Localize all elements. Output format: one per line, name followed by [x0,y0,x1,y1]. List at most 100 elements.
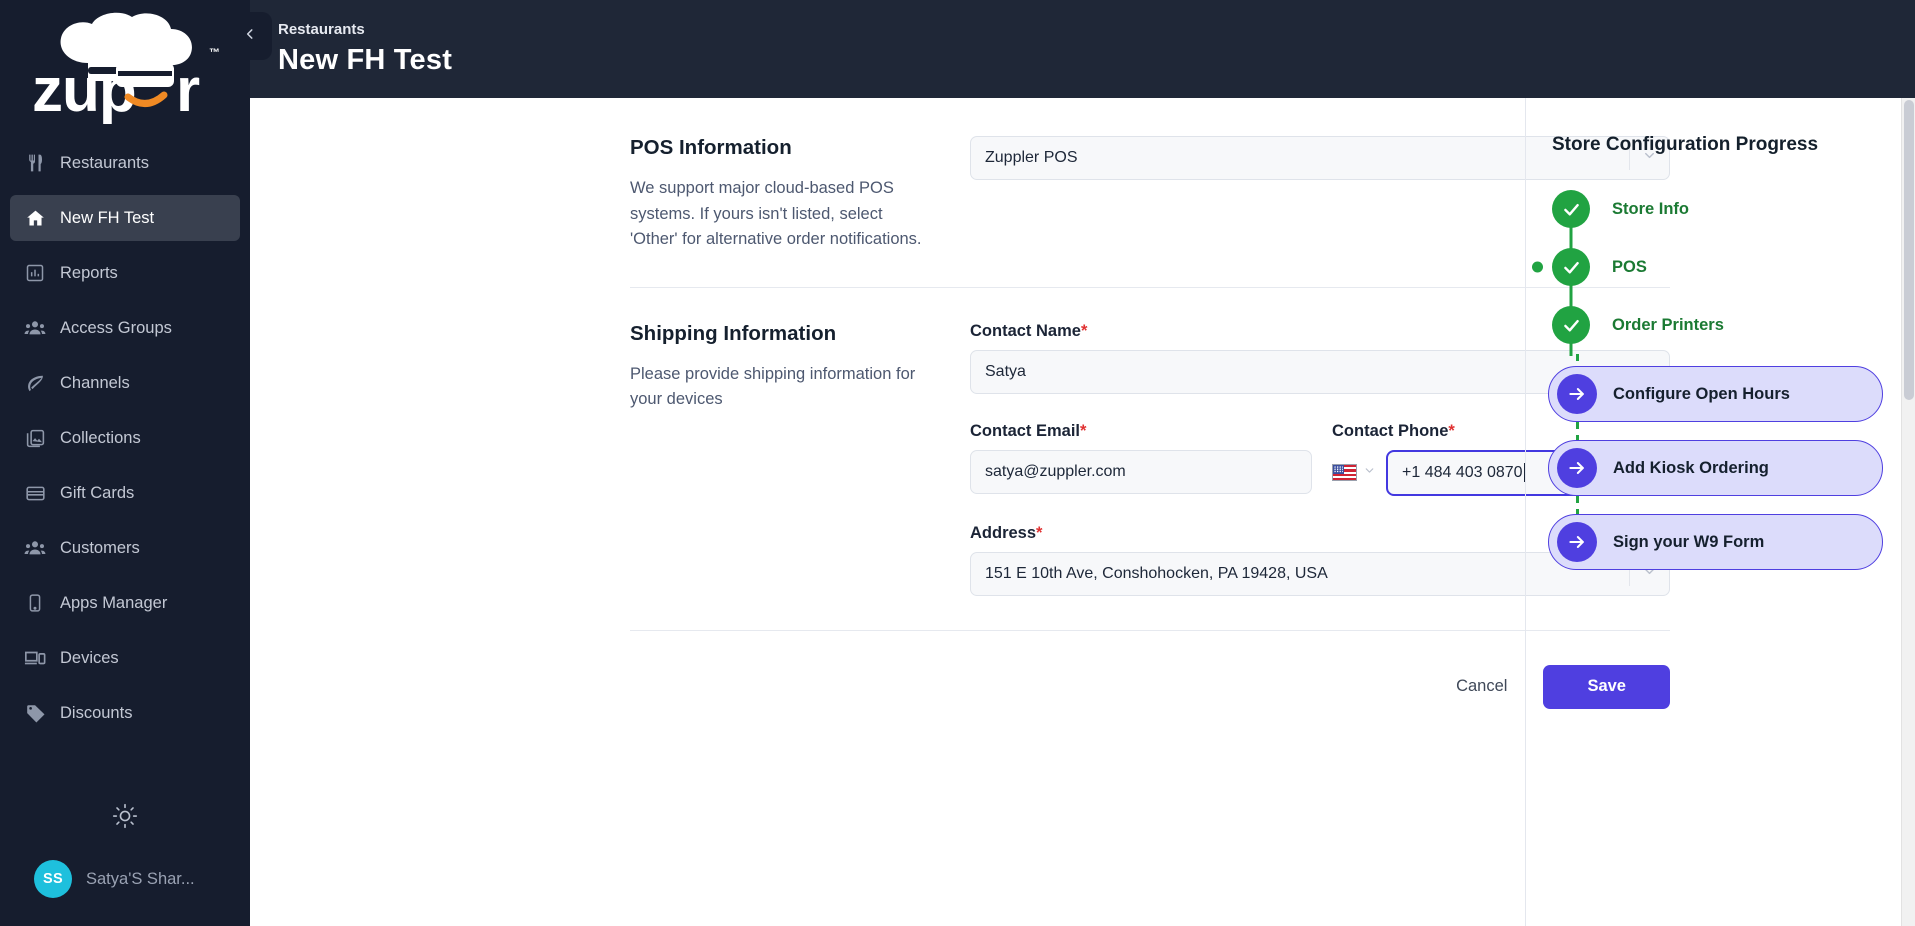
user-account-button[interactable]: SS Satya'S Shar... [0,848,250,908]
progress-step-store-info[interactable]: Store Info [1548,180,1883,240]
required-marker: * [1448,421,1455,440]
sidebar-item-label: Channels [60,373,130,392]
select-divider [1629,561,1630,586]
sidebar-item-devices[interactable]: Devices [10,635,240,681]
sidebar-collapse-button[interactable] [228,12,272,60]
sun-icon [112,803,138,834]
check-icon [1552,190,1590,228]
step-connector [1569,236,1573,258]
required-marker: * [1080,421,1087,440]
sidebar-item-new-fh-test[interactable]: New FH Test [10,195,240,241]
leaf-icon [24,372,46,394]
pending-steps: Configure Open Hours Add Kiosk Ordering … [1548,354,1883,570]
store-configuration-progress-panel: Store Configuration Progress Store Info [1525,98,1915,926]
select-divider [1629,146,1630,170]
save-button[interactable]: Save [1543,664,1670,709]
sidebar-item-label: Customers [60,538,140,557]
sidebar-item-channels[interactable]: Channels [10,360,240,406]
sidebar-item-access-groups[interactable]: Access Groups [10,305,240,351]
label-text: Contact Name [970,321,1081,340]
step-label: Store Info [1612,199,1689,218]
contact-name-label: Contact Name* [970,322,1670,341]
page-title: New FH Test [278,44,453,76]
cta-label: Add Kiosk Ordering [1613,458,1769,477]
country-code-select[interactable] [1332,464,1386,482]
sidebar-nav: Restaurants New FH Test Reports Access G… [0,140,250,745]
sidebar-item-label: Apps Manager [60,593,168,612]
cancel-button[interactable]: Cancel [1438,667,1525,706]
step-connector [1576,422,1579,440]
sidebar-item-customers[interactable]: Customers [10,525,240,571]
progress-step-pos[interactable]: POS [1532,236,1883,298]
trademark-symbol: ™ [209,47,221,59]
pos-system-select[interactable]: Zuppler POS [970,136,1670,180]
sidebar-item-label: New FH Test [60,208,155,227]
sidebar-item-reports[interactable]: Reports [10,250,240,296]
chart-icon [24,262,46,284]
section-pos-information: POS Information We support major cloud-b… [630,136,1670,253]
card-icon [24,482,46,504]
cta-label: Sign your W9 Form [1613,532,1765,551]
section-title: Shipping Information [630,321,837,345]
actions-divider [630,629,1670,631]
cutlery-icon [24,152,46,174]
progress-steps: Store Info POS [1532,180,1883,356]
avatar: SS [34,860,72,898]
cta-sign-w9-form[interactable]: Sign your W9 Form [1548,514,1883,570]
chevron-down-icon[interactable] [1642,148,1657,168]
section-title: POS Information [630,136,792,159]
check-icon [1552,248,1590,286]
cta-add-kiosk-ordering[interactable]: Add Kiosk Ordering [1548,440,1883,496]
brand-logo[interactable]: zup r ™ [0,0,250,140]
phone-icon [24,592,46,614]
label-text: Address [970,523,1037,542]
svg-text:r: r [176,56,200,125]
user-name-label: Satya'S Shar... [86,869,195,888]
tag-icon [24,702,46,724]
theme-toggle-button[interactable] [0,788,250,848]
top-header: Restaurants New FH Test [228,0,1915,98]
sidebar-item-label: Devices [60,648,119,667]
sidebar-item-label: Reports [60,263,118,282]
scrollbar-thumb[interactable] [1904,100,1914,400]
contact-name-value: Satya [985,362,1026,380]
progress-panel-title: Store Configuration Progress [1552,134,1819,155]
breadcrumb[interactable]: Restaurants [278,21,365,38]
sidebar-item-restaurants[interactable]: Restaurants [10,140,240,186]
arrow-right-icon [1557,374,1597,414]
contact-phone-label: Contact Phone* [1332,422,1670,441]
chevron-down-icon[interactable] [1363,464,1376,482]
required-marker: * [1036,523,1043,542]
sidebar-item-label: Collections [60,428,141,447]
image-icon [24,427,46,449]
cta-label: Configure Open Hours [1613,384,1790,403]
main-column: Restaurants New FH Test POS Information … [228,0,1915,926]
devices-icon [24,647,46,669]
us-flag-icon [1332,464,1357,482]
sidebar-item-apps-manager[interactable]: Apps Manager [10,580,240,626]
chevron-left-icon [243,27,257,46]
home-icon [24,207,46,229]
sidebar-item-label: Restaurants [60,153,149,172]
step-connector [1569,276,1573,298]
contact-email-label: Contact Email* [970,422,1312,441]
sidebar-item-discounts[interactable]: Discounts [10,690,240,736]
contact-email-input[interactable]: satya@zuppler.com [970,449,1312,494]
step-connector [1569,294,1573,316]
sidebar-item-collections[interactable]: Collections [10,415,240,461]
chevron-down-icon[interactable] [1642,564,1657,584]
address-value: 151 E 10th Ave, Conshohocken, PA 19428, … [985,564,1328,582]
form-actions: Cancel Save [630,664,1670,709]
check-icon [1552,306,1590,344]
step-connector [1576,496,1579,514]
address-label: Address* [970,524,1670,543]
sidebar-item-gift-cards[interactable]: Gift Cards [10,470,240,516]
body-area: POS Information We support major cloud-b… [250,98,1915,926]
section-divider [630,286,1670,288]
section-shipping-information: Shipping Information Please provide ship… [630,322,1670,596]
cta-configure-open-hours[interactable]: Configure Open Hours [1548,366,1883,422]
progress-step-order-printers[interactable]: Order Printers [1548,294,1883,356]
sidebar-footer: SS Satya'S Shar... [0,788,250,926]
vertical-scrollbar[interactable] [1901,98,1915,926]
